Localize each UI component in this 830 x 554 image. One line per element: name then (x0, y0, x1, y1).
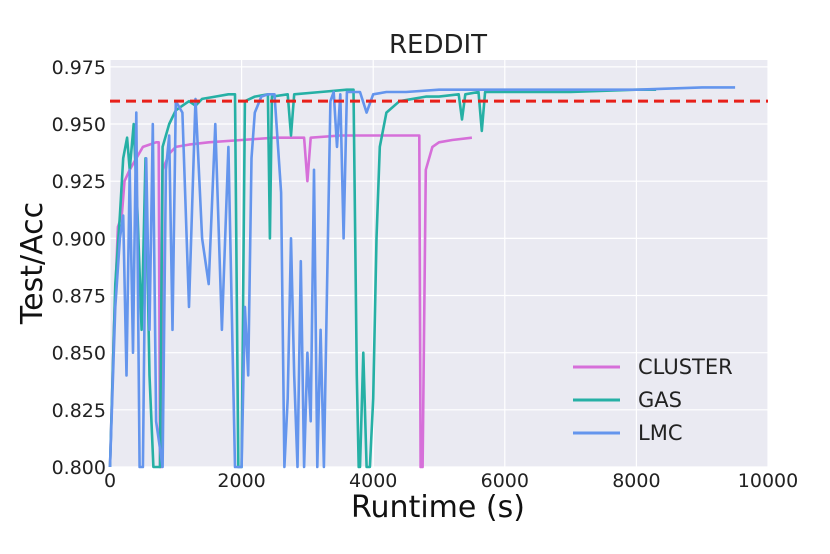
x-tick-label: 0 (104, 470, 116, 492)
y-tick-label: 0.800 (52, 457, 106, 479)
legend-label-cluster: CLUSTER (638, 355, 733, 379)
legend-label-gas: GAS (638, 388, 682, 412)
x-tick-label: 4000 (349, 470, 397, 492)
y-tick-label: 0.950 (52, 114, 106, 136)
legend-label-lmc: LMC (638, 421, 682, 445)
series-line-gas (108, 88, 657, 469)
chart-title: REDDIT (389, 30, 487, 60)
x-tick-label: 8000 (612, 470, 660, 492)
series-lines (108, 86, 736, 469)
series-line-lmc (108, 86, 736, 469)
y-tick-label: 0.825 (52, 400, 106, 422)
y-tick-label: 0.875 (52, 286, 106, 308)
y-axis-label: Test/Acc (15, 202, 50, 325)
grid-lines (109, 60, 769, 468)
x-tick-label: 2000 (217, 470, 265, 492)
x-tick-label: 10000 (738, 470, 798, 492)
x-axis-label: Runtime (s) (351, 490, 525, 525)
legend: CLUSTER GAS LMC (573, 355, 733, 445)
y-tick-label: 0.975 (52, 57, 106, 79)
y-tick-label: 0.925 (52, 171, 106, 193)
y-tick-label: 0.850 (52, 343, 106, 365)
x-tick-label: 6000 (481, 470, 529, 492)
y-tick-label: 0.900 (52, 228, 106, 250)
tick-labels: 0 2000 4000 6000 8000 10000 0.800 0.825 0.850 0.8… (52, 57, 799, 492)
